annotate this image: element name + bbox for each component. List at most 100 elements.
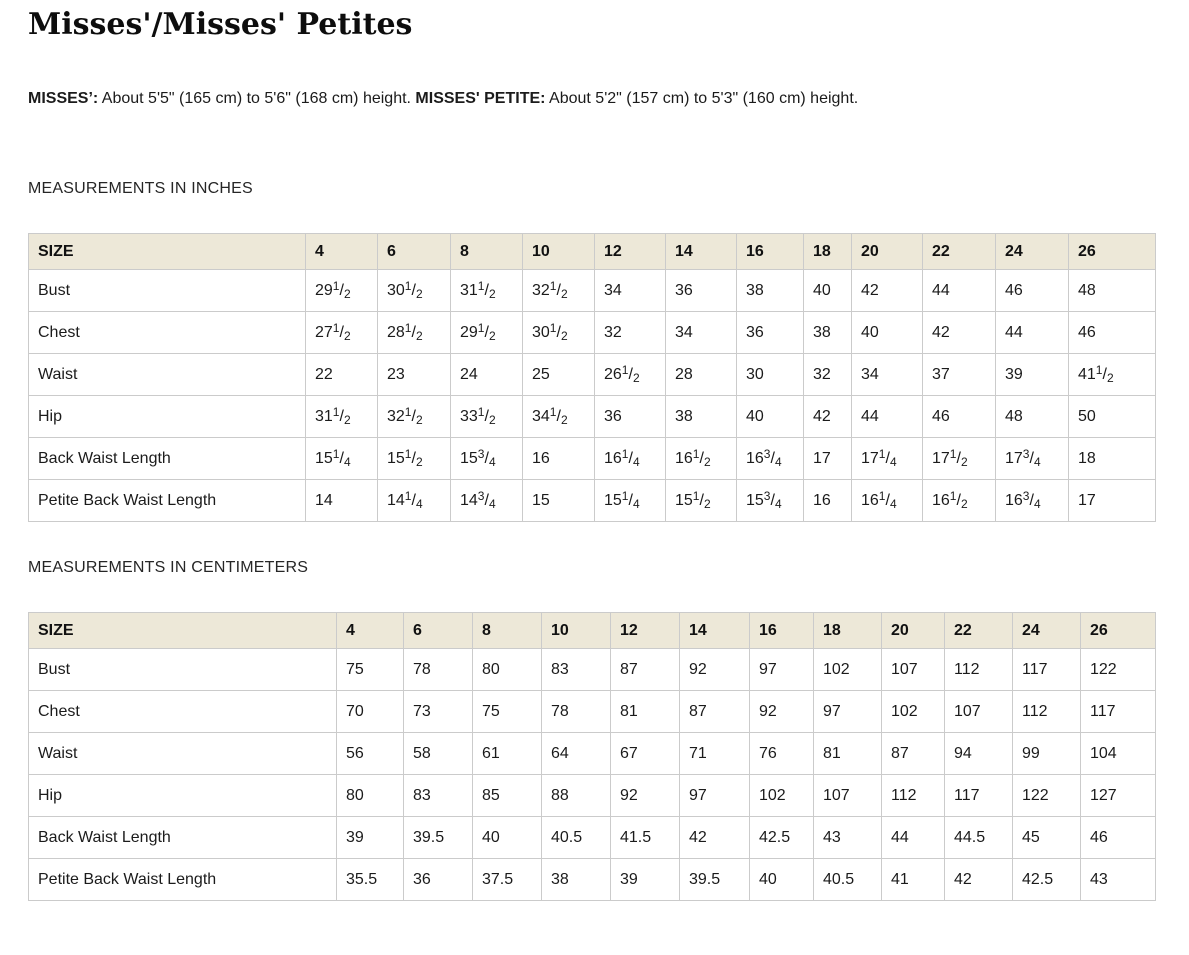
size-column-header: 8 <box>450 233 523 270</box>
measurement-value-cell: 331/2 <box>450 395 523 438</box>
size-column-header: 20 <box>881 612 945 649</box>
measurement-value-cell: 40 <box>851 311 923 354</box>
measurement-value-cell: 92 <box>749 690 814 733</box>
measurement-value-cell: 173/4 <box>995 437 1069 480</box>
measurement-value-cell: 36 <box>403 858 473 901</box>
measurement-row: Back Waist Length 151/4 151/2 153/4 16 161/4 1… <box>28 437 1156 480</box>
measurement-value-cell: 18 <box>1068 437 1156 480</box>
measurement-value-cell: 151/2 <box>665 479 737 522</box>
section-heading-inches: MEASUREMENTS IN INCHES <box>28 180 253 197</box>
measurement-value-cell: 411/2 <box>1068 353 1156 396</box>
measurement-value-cell: 321/2 <box>377 395 451 438</box>
size-header-row: SIZE 4 6 8 10 12 14 16 18 20 22 24 26 <box>28 612 1156 649</box>
measurement-row: Waist 56 58 61 64 67 71 76 81 87 94 99 104 <box>28 732 1156 775</box>
centimeters-measurements-table: SIZE 4 6 8 10 12 14 16 18 20 22 24 26 Bust 75 78 80 83 87 9… <box>28 612 1156 901</box>
measurement-value-cell: 71 <box>679 732 750 775</box>
measurement-value-cell: 25 <box>522 353 595 396</box>
misses-height-text: About 5'5" (165 cm) to 5'6" (168 cm) hei… <box>98 90 416 107</box>
measurement-value-cell: 39 <box>610 858 680 901</box>
measurement-value-cell: 271/2 <box>305 311 378 354</box>
measurement-value-cell: 171/4 <box>851 437 923 480</box>
measurement-row: Chest 271/2 281/2 291/2 301/2 32 34 36 38 40 42 44 4… <box>28 311 1156 354</box>
measurement-value-cell: 61 <box>472 732 542 775</box>
measurement-value-cell: 104 <box>1080 732 1156 775</box>
measurement-value-cell: 321/2 <box>522 269 595 312</box>
measurement-row-label: Hip <box>28 774 337 817</box>
measurement-value-cell: 73 <box>403 690 473 733</box>
measurement-row: Back Waist Length 39 39.5 40 40.5 41.5 42 42.5 4… <box>28 816 1156 859</box>
measurement-row: Waist 22 23 24 25 261/2 28 30 32 34 37 39 411/2 <box>28 353 1156 396</box>
measurement-value-cell: 70 <box>336 690 404 733</box>
measurement-value-cell: 75 <box>336 648 404 691</box>
measurement-value-cell: 14 <box>305 479 378 522</box>
measurement-value-cell: 23 <box>377 353 451 396</box>
measurement-row: Bust 291/2 301/2 311/2 321/2 34 36 38 40 42 44 46 48 <box>28 269 1156 312</box>
measurement-row: Chest 70 73 75 78 81 87 92 97 102 107 112 117 <box>28 690 1156 733</box>
size-column-header: 26 <box>1080 612 1156 649</box>
measurement-value-cell: 37 <box>922 353 996 396</box>
measurement-value-cell: 301/2 <box>522 311 595 354</box>
measurement-value-cell: 87 <box>881 732 945 775</box>
measurement-value-cell: 56 <box>336 732 404 775</box>
measurement-value-cell: 28 <box>665 353 737 396</box>
measurement-value-cell: 161/2 <box>922 479 996 522</box>
measurement-value-cell: 97 <box>679 774 750 817</box>
size-column-header: 22 <box>922 233 996 270</box>
measurement-value-cell: 127 <box>1080 774 1156 817</box>
size-column-header: 12 <box>610 612 680 649</box>
measurement-value-cell: 46 <box>1068 311 1156 354</box>
measurement-value-cell: 161/4 <box>851 479 923 522</box>
measurement-value-cell: 42.5 <box>749 816 814 859</box>
size-column-header: 12 <box>594 233 666 270</box>
measurement-row-label: Hip <box>28 395 306 438</box>
measurement-value-cell: 43 <box>813 816 882 859</box>
measurement-value-cell: 76 <box>749 732 814 775</box>
measurement-value-cell: 42 <box>922 311 996 354</box>
measurement-value-cell: 30 <box>736 353 804 396</box>
measurement-value-cell: 341/2 <box>522 395 595 438</box>
measurement-value-cell: 99 <box>1012 732 1081 775</box>
measurement-row-label: Petite Back Waist Length <box>28 858 337 901</box>
measurement-value-cell: 16 <box>522 437 595 480</box>
measurement-value-cell: 32 <box>594 311 666 354</box>
measurement-value-cell: 34 <box>594 269 666 312</box>
measurement-value-cell: 112 <box>1012 690 1081 733</box>
measurement-value-cell: 87 <box>679 690 750 733</box>
page-title: Misses'/Misses' Petites <box>28 7 413 42</box>
section-heading-centimeters: MEASUREMENTS IN CENTIMETERS <box>28 559 309 576</box>
measurement-value-cell: 17 <box>1068 479 1156 522</box>
measurement-value-cell: 171/2 <box>922 437 996 480</box>
size-header-row: SIZE 4 6 8 10 12 14 16 18 20 22 24 26 <box>28 233 1156 270</box>
measurement-value-cell: 38 <box>541 858 611 901</box>
size-column-header: 14 <box>665 233 737 270</box>
measurement-row-label: Chest <box>28 311 306 354</box>
measurement-value-cell: 81 <box>610 690 680 733</box>
measurement-value-cell: 301/2 <box>377 269 451 312</box>
measurement-value-cell: 40 <box>736 395 804 438</box>
size-corner-header: SIZE <box>28 233 306 270</box>
measurement-value-cell: 58 <box>403 732 473 775</box>
measurement-value-cell: 44 <box>851 395 923 438</box>
size-corner-header: SIZE <box>28 612 337 649</box>
measurement-value-cell: 46 <box>1080 816 1156 859</box>
measurement-value-cell: 80 <box>336 774 404 817</box>
size-column-header: 8 <box>472 612 542 649</box>
inches-measurements-table: SIZE 4 6 8 10 12 14 16 18 20 22 24 26 Bust 291/2 301/2 3… <box>28 233 1156 522</box>
measurement-row: Hip 311/2 321/2 331/2 341/2 36 38 40 42 44 46 48 50 <box>28 395 1156 438</box>
measurement-value-cell: 261/2 <box>594 353 666 396</box>
size-column-header: 4 <box>305 233 378 270</box>
measurement-value-cell: 75 <box>472 690 542 733</box>
measurement-value-cell: 80 <box>472 648 542 691</box>
size-column-header: 16 <box>736 233 804 270</box>
measurement-value-cell: 161/2 <box>665 437 737 480</box>
measurement-value-cell: 42 <box>944 858 1013 901</box>
measurement-value-cell: 40.5 <box>541 816 611 859</box>
measurement-value-cell: 122 <box>1080 648 1156 691</box>
measurement-value-cell: 281/2 <box>377 311 451 354</box>
size-column-header: 10 <box>541 612 611 649</box>
measurement-value-cell: 16 <box>803 479 852 522</box>
measurement-value-cell: 117 <box>1080 690 1156 733</box>
measurement-value-cell: 36 <box>736 311 804 354</box>
measurement-value-cell: 102 <box>749 774 814 817</box>
measurement-value-cell: 48 <box>995 395 1069 438</box>
